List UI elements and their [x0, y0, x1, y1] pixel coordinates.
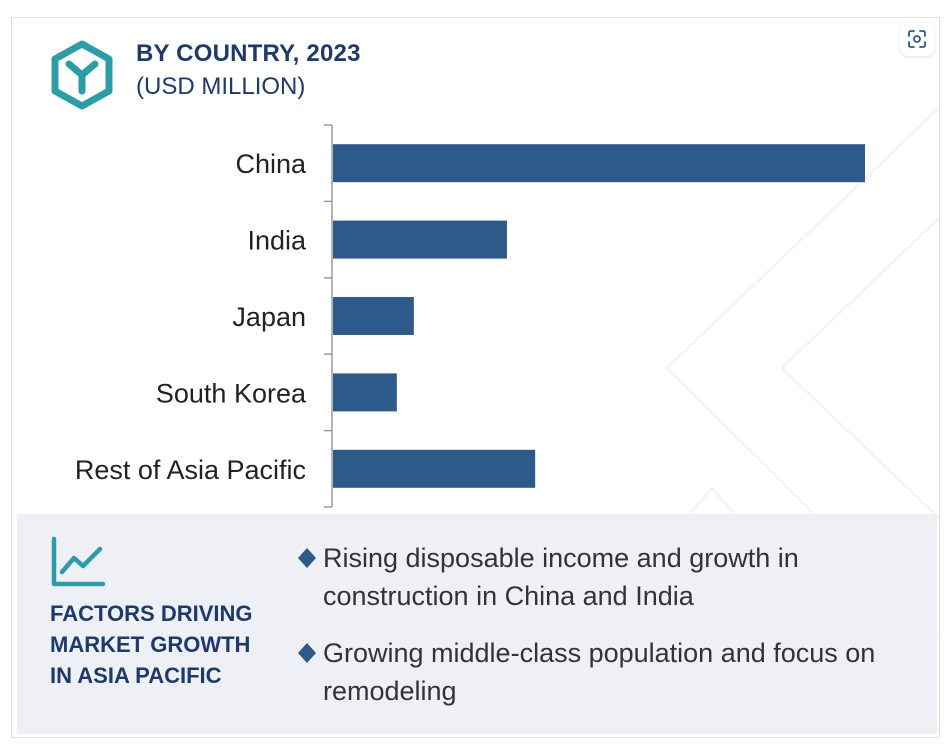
bar-south-korea [333, 373, 397, 412]
expand-button[interactable] [900, 22, 934, 56]
diamond-bullet-icon [298, 643, 316, 663]
category-label: Japan [232, 302, 306, 332]
trend-chart-icon [51, 536, 106, 587]
hexagon-logo-icon [51, 40, 113, 110]
category-label: South Korea [156, 378, 307, 408]
chart-subtitle: (USD MILLION) [136, 73, 306, 100]
chart-title: BY COUNTRY, 2023 [136, 40, 361, 67]
chart-card: BY COUNTRY, 2023 (USD MILLION) China Indi… [11, 17, 940, 738]
factor-item: Rising disposable income and growth in c… [297, 539, 927, 615]
category-label: Rest of Asia Pacific [75, 455, 306, 485]
category-label: India [247, 226, 307, 256]
category-label: China [235, 149, 307, 179]
factors-title: FACTORS DRIVING MARKET GROWTH IN ASIA PA… [50, 601, 253, 688]
diamond-bullet-icon [298, 548, 316, 568]
factor-item: Growing middle-class population and focu… [297, 634, 927, 710]
bar-chart: China India Japan South Korea Rest of Asia P… [75, 124, 865, 508]
bar-india [333, 220, 507, 259]
bar-rest-of-asia-pacific [333, 449, 536, 488]
factors-panel: FACTORS DRIVING MARKET GROWTH IN ASIA PA… [17, 514, 937, 734]
focus-expand-icon [908, 30, 926, 48]
factor-text: Growing middle-class population and focu… [323, 638, 876, 706]
bar-japan [333, 297, 414, 335]
factor-text: Rising disposable income and growth in c… [323, 543, 799, 611]
bar-china [333, 144, 865, 183]
